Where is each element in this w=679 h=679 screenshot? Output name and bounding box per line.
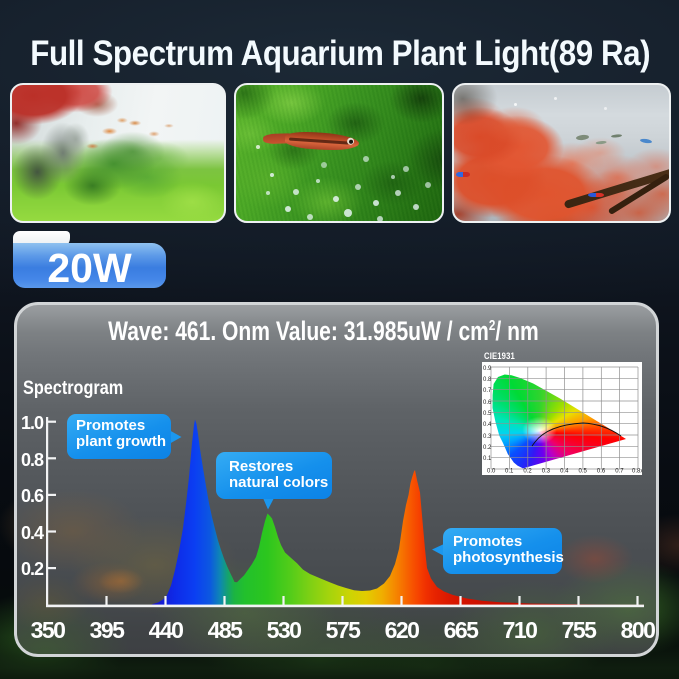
svg-text:0.3: 0.3 (542, 469, 551, 475)
svg-text:0.4: 0.4 (560, 469, 569, 475)
svg-text:0.1: 0.1 (505, 469, 514, 475)
svg-text:0.6: 0.6 (597, 469, 606, 475)
svg-text:0.5: 0.5 (483, 411, 492, 417)
svg-text:0.7: 0.7 (615, 469, 624, 475)
svg-text:0.7: 0.7 (483, 388, 492, 394)
svg-text:0.8: 0.8 (483, 377, 492, 383)
svg-text:0.9: 0.9 (483, 366, 492, 372)
svg-text:0.1: 0.1 (483, 456, 492, 462)
svg-text:0.6: 0.6 (483, 400, 492, 406)
svg-text:0.3: 0.3 (483, 434, 492, 440)
svg-text:0.0: 0.0 (487, 469, 496, 475)
svg-text:0.8x: 0.8x (632, 469, 642, 475)
svg-text:0.5: 0.5 (579, 469, 588, 475)
svg-text:0.2: 0.2 (483, 445, 492, 451)
svg-text:0.2: 0.2 (523, 469, 532, 475)
svg-text:0.4: 0.4 (483, 422, 492, 428)
